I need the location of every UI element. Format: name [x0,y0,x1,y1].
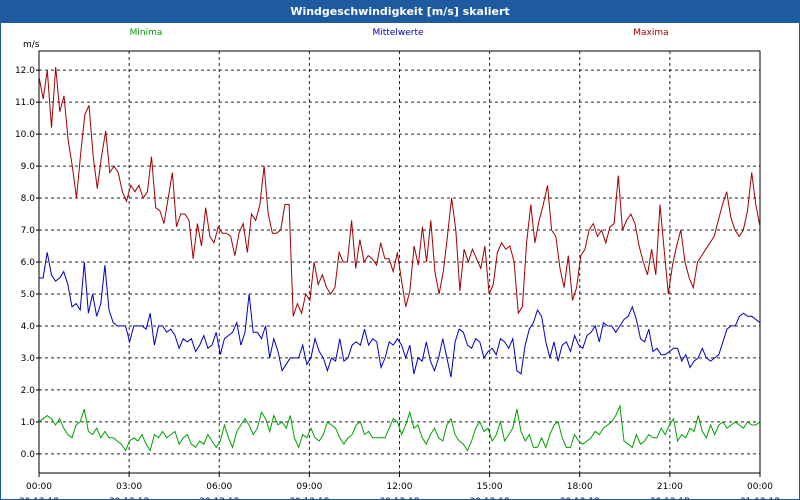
x-tick-date: 30.12.18 [199,497,239,499]
x-tick-time: 12:00 [387,482,413,492]
x-tick-date: 30.12.18 [289,497,329,499]
x-tick-date: 30.12.18 [19,497,59,499]
x-tick-date: 30.12.18 [650,497,690,499]
x-tick-time: 09:00 [296,482,322,492]
legend-entry-minima: Minima [130,28,163,38]
wind-speed-chart: Minima Mittelwerte Maxima m/s 0.0 1.0 2.0 3.0… [15,28,780,499]
x-tick-date: 30.12.18 [379,497,419,499]
grid [39,51,760,473]
x-tick-time: 21:00 [657,482,683,492]
y-tick-label: 4.0 [21,322,36,332]
x-tick-date: 30.12.18 [109,497,149,499]
y-tick-label: 7.0 [21,226,36,236]
y-tick-label: 9.0 [21,162,36,172]
y-tick-label: 11.0 [15,98,35,108]
series-line-minima [38,403,761,452]
y-axis-ticks: 0.0 1.0 2.0 3.0 4.0 5.0 6.0 7.0 8.0 9.0 10.0 11.0 12… [15,66,39,460]
window-title: Windgeschwindigkeit [m/s] skaliert [1,1,799,23]
y-axis-label: m/s [23,40,40,50]
x-tick-time: 00:00 [747,482,773,492]
legend: Minima Mittelwerte Maxima [130,28,669,38]
legend-entry-mittelwerte: Mittelwerte [372,28,423,38]
x-tick-time: 03:00 [116,482,142,492]
x-tick-time: 00:00 [26,482,52,492]
x-tick-time: 06:00 [206,482,232,492]
series-line-maxima [38,66,761,317]
y-tick-label: 6.0 [21,258,36,268]
y-tick-label: 3.0 [21,354,36,364]
y-tick-label: 10.0 [15,130,35,140]
x-axis-ticks: 00:00 30.12.18 03:00 30.12.18 06:00 30.12.18 0… [19,473,780,499]
y-tick-label: 1.0 [21,418,36,428]
y-tick-label: 12.0 [15,66,35,76]
x-tick-date: 31.12.18 [740,497,780,499]
x-tick-time: 15:00 [477,482,503,492]
y-tick-label: 8.0 [21,194,36,204]
y-tick-label: 2.0 [21,386,36,396]
series-lines [38,66,761,452]
x-tick-date: 30.12.18 [470,497,510,499]
series-line-mittelwerte [39,252,761,378]
y-tick-label: 5.0 [21,290,36,300]
x-tick-date: 30.12.18 [560,497,600,499]
legend-entry-maxima: Maxima [633,28,668,38]
x-tick-time: 18:00 [567,482,593,492]
y-tick-label: 0.0 [21,450,36,460]
